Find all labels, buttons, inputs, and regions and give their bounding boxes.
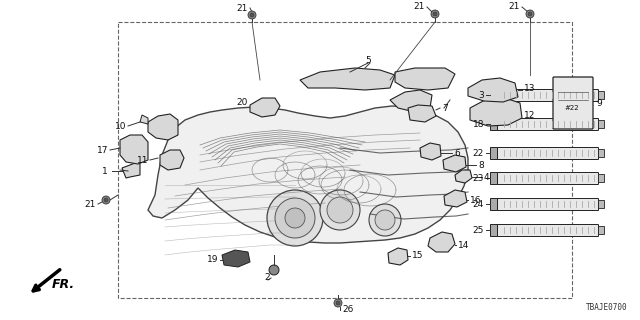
Circle shape	[275, 198, 315, 238]
Text: FR.: FR.	[52, 277, 75, 291]
Polygon shape	[598, 120, 604, 128]
Text: 3: 3	[478, 91, 484, 100]
Polygon shape	[388, 248, 408, 265]
Text: 2: 2	[264, 274, 270, 283]
FancyBboxPatch shape	[497, 118, 598, 131]
Text: 13: 13	[524, 84, 536, 92]
Text: 4: 4	[484, 172, 490, 181]
Polygon shape	[250, 98, 280, 117]
Text: 21: 21	[413, 2, 425, 11]
Polygon shape	[490, 89, 498, 101]
Circle shape	[431, 10, 439, 18]
Polygon shape	[598, 226, 604, 234]
Text: 16: 16	[470, 196, 481, 204]
FancyBboxPatch shape	[497, 172, 598, 185]
Polygon shape	[390, 90, 432, 112]
Polygon shape	[490, 198, 498, 210]
Circle shape	[104, 198, 108, 202]
Text: 6: 6	[454, 148, 460, 157]
Circle shape	[267, 190, 323, 246]
Circle shape	[269, 265, 279, 275]
Polygon shape	[140, 115, 148, 124]
Polygon shape	[470, 98, 522, 126]
Polygon shape	[222, 250, 250, 267]
Text: 8: 8	[478, 161, 484, 170]
Text: 23: 23	[472, 173, 484, 182]
FancyBboxPatch shape	[497, 90, 598, 101]
Text: TBAJE0700: TBAJE0700	[586, 303, 628, 312]
Circle shape	[285, 208, 305, 228]
Text: 14: 14	[458, 241, 469, 250]
Text: 7: 7	[442, 103, 448, 113]
FancyBboxPatch shape	[497, 198, 598, 211]
Polygon shape	[120, 135, 148, 164]
Polygon shape	[148, 106, 468, 243]
Circle shape	[327, 197, 353, 223]
Circle shape	[528, 12, 532, 16]
Text: 21: 21	[237, 4, 248, 12]
Polygon shape	[490, 224, 498, 236]
Text: 1: 1	[102, 166, 108, 175]
Text: 12: 12	[524, 110, 536, 119]
Polygon shape	[395, 68, 455, 90]
Polygon shape	[490, 118, 498, 130]
Polygon shape	[408, 105, 436, 122]
Bar	[118, 22, 572, 298]
FancyBboxPatch shape	[553, 77, 593, 129]
Polygon shape	[490, 147, 498, 159]
Polygon shape	[598, 149, 604, 157]
Circle shape	[102, 196, 110, 204]
Polygon shape	[598, 200, 604, 208]
Polygon shape	[160, 150, 184, 170]
Circle shape	[369, 204, 401, 236]
Circle shape	[433, 12, 437, 16]
Text: 9: 9	[596, 99, 602, 108]
Circle shape	[336, 301, 340, 305]
Polygon shape	[598, 174, 604, 182]
Polygon shape	[490, 172, 498, 184]
Text: 21: 21	[84, 199, 96, 209]
Polygon shape	[443, 155, 466, 172]
Circle shape	[248, 11, 256, 19]
Polygon shape	[468, 78, 518, 102]
Text: 25: 25	[472, 226, 484, 235]
Polygon shape	[444, 190, 467, 207]
FancyBboxPatch shape	[497, 148, 598, 159]
Polygon shape	[122, 162, 140, 178]
Text: 21: 21	[509, 2, 520, 11]
Polygon shape	[598, 91, 604, 99]
Text: 26: 26	[342, 306, 353, 315]
Text: 22: 22	[473, 148, 484, 157]
Circle shape	[526, 10, 534, 18]
Text: 10: 10	[115, 122, 126, 131]
Polygon shape	[300, 68, 395, 90]
Polygon shape	[148, 114, 178, 140]
Text: 5: 5	[365, 55, 371, 65]
Text: 18: 18	[472, 119, 484, 129]
Circle shape	[250, 13, 254, 17]
Text: 20: 20	[237, 98, 248, 107]
Polygon shape	[455, 170, 472, 183]
Text: 24: 24	[473, 199, 484, 209]
Circle shape	[334, 299, 342, 307]
FancyBboxPatch shape	[497, 225, 598, 236]
Text: #22: #22	[564, 105, 579, 111]
Polygon shape	[420, 143, 441, 160]
Text: 19: 19	[207, 255, 218, 265]
Text: 17: 17	[97, 146, 108, 155]
Circle shape	[320, 190, 360, 230]
Text: 15: 15	[412, 252, 424, 260]
Text: 11: 11	[136, 156, 148, 164]
Circle shape	[375, 210, 395, 230]
Polygon shape	[428, 232, 455, 252]
